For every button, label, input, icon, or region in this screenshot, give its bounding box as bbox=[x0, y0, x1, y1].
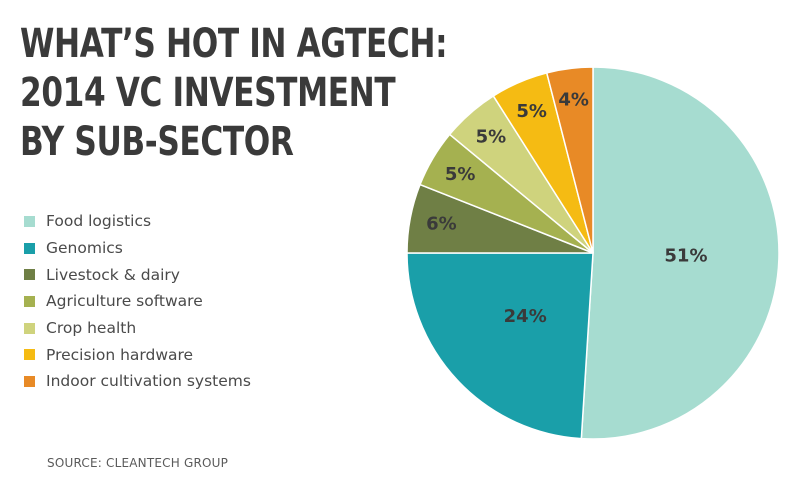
legend-item: Agriculture software bbox=[24, 288, 251, 315]
legend-label: Indoor cultivation systems bbox=[46, 372, 251, 391]
legend-item: Genomics bbox=[24, 235, 251, 262]
legend-swatch bbox=[24, 215, 35, 227]
legend-swatch bbox=[24, 295, 35, 307]
slice-label: 24% bbox=[504, 306, 547, 327]
legend-swatch bbox=[24, 242, 35, 254]
legend-label: Livestock & dairy bbox=[46, 265, 180, 284]
pie-slice bbox=[406, 252, 594, 440]
chart-title-line: BY SUB-SECTOR bbox=[20, 119, 294, 165]
legend: Food logistics Genomics Livestock & dair… bbox=[24, 208, 251, 395]
legend-swatch bbox=[24, 269, 35, 281]
slice-label: 5% bbox=[516, 101, 547, 122]
legend-item: Food logistics bbox=[24, 208, 251, 235]
legend-item: Crop health bbox=[24, 315, 251, 342]
legend-label: Genomics bbox=[46, 239, 123, 258]
slice-label: 5% bbox=[445, 164, 476, 185]
legend-label: Food logistics bbox=[46, 212, 152, 231]
legend-label: Agriculture software bbox=[46, 292, 203, 311]
chart-title-line: WHAT’S HOT IN AGTECH: bbox=[20, 21, 448, 67]
pie-slice bbox=[545, 66, 594, 254]
slice-label: 6% bbox=[426, 214, 457, 235]
pie-slice bbox=[580, 66, 780, 440]
legend-label: Crop health bbox=[46, 319, 137, 338]
legend-swatch bbox=[24, 375, 35, 387]
slice-label: 5% bbox=[476, 127, 507, 148]
legend-label: Precision hardware bbox=[46, 345, 194, 364]
legend-swatch bbox=[24, 322, 35, 334]
legend-item: Precision hardware bbox=[24, 341, 251, 368]
legend-swatch bbox=[24, 349, 35, 361]
chart-title: WHAT’S HOT IN AGTECH: 2014 VC INVESTMENT… bbox=[20, 20, 448, 167]
legend-item: Livestock & dairy bbox=[24, 261, 251, 288]
legend-item: Indoor cultivation systems bbox=[24, 368, 251, 395]
source-note: SOURCE: CLEANTECH GROUP bbox=[47, 456, 229, 470]
slice-label: 4% bbox=[558, 89, 589, 110]
chart-title-line: 2014 VC INVESTMENT bbox=[20, 70, 396, 116]
slice-label: 51% bbox=[664, 245, 707, 266]
